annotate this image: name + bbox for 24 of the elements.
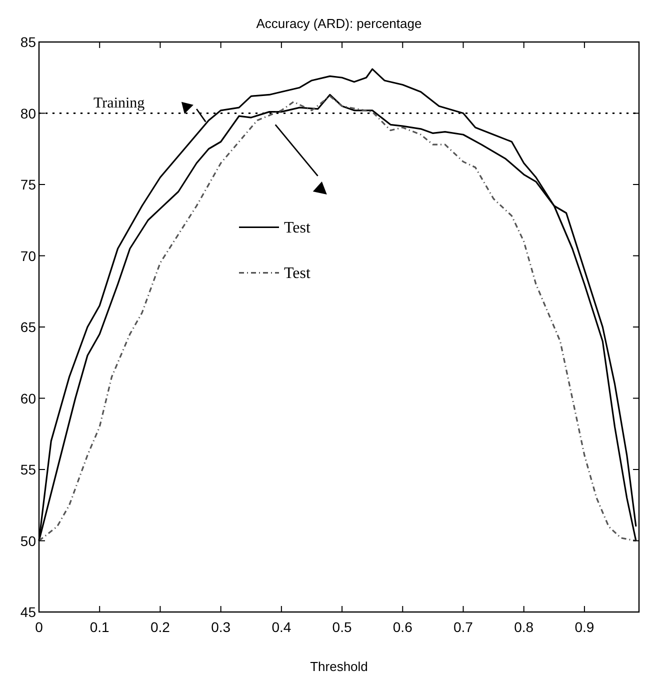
legend-label: Test xyxy=(284,219,311,236)
y-tick-label: 75 xyxy=(20,176,36,192)
annotation: Training xyxy=(94,96,146,112)
x-tick-label: 0.4 xyxy=(272,619,292,635)
x-tick-label: 0.3 xyxy=(211,619,231,635)
x-tick-label: 0.1 xyxy=(90,619,110,635)
x-axis-title: Threshold xyxy=(310,659,368,674)
x-tick-label: 0 xyxy=(35,619,44,635)
y-tick-label: 55 xyxy=(20,462,36,478)
y-tick-label: 45 xyxy=(20,604,36,620)
y-tick-label: 80 xyxy=(20,105,36,122)
y-tick-label: 85 xyxy=(20,34,36,50)
chart-title: Accuracy (ARD): percentage xyxy=(256,16,422,31)
x-tick-label: 0.2 xyxy=(150,619,170,635)
x-tick-label: 0.7 xyxy=(454,619,474,635)
x-tick-label: 0.8 xyxy=(514,619,534,635)
y-tick-label: 60 xyxy=(20,390,36,406)
legend-label: Test xyxy=(284,264,311,282)
x-tick-label: 0.6 xyxy=(392,619,413,635)
x-tick-label: 0.9 xyxy=(574,619,594,635)
y-tick-label: 65 xyxy=(20,319,36,335)
y-tick-label: 50 xyxy=(20,532,36,549)
y-tick-label: 70 xyxy=(20,248,36,264)
x-tick-label: 0.5 xyxy=(332,619,352,635)
